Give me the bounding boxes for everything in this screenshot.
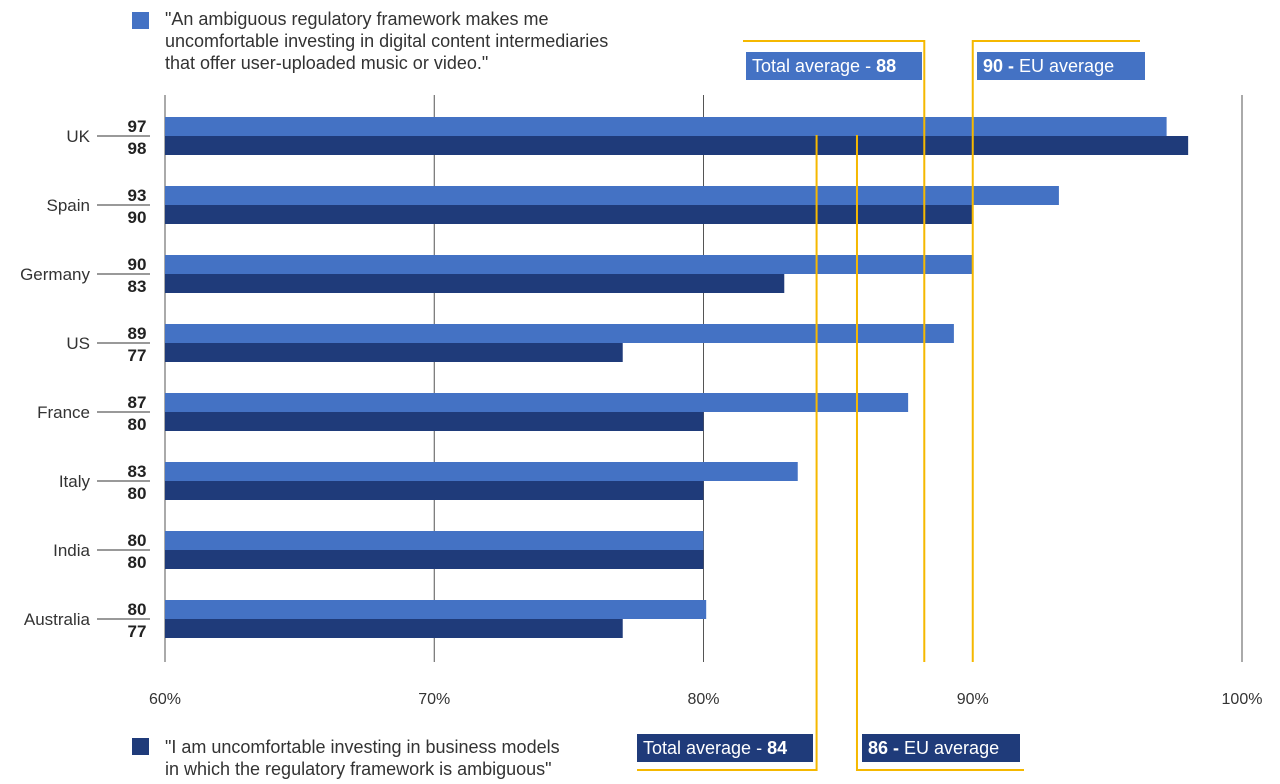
avg-line-total-bottom xyxy=(637,135,818,771)
legend-swatch-top xyxy=(132,12,149,29)
value-label: 80 xyxy=(128,484,147,503)
avg-line-total-top xyxy=(743,40,926,662)
value-label: 87 xyxy=(128,393,147,412)
bar xyxy=(165,600,707,619)
avg-box-eu-bottom: 86 - EU average xyxy=(862,734,1020,762)
bar xyxy=(165,255,973,274)
bar xyxy=(165,462,798,481)
value-label: 90 xyxy=(128,255,147,274)
x-tick-label: 90% xyxy=(957,691,989,708)
value-label: 89 xyxy=(128,324,147,343)
bar xyxy=(165,619,623,638)
bar xyxy=(165,117,1167,136)
bar xyxy=(165,481,704,500)
bar xyxy=(165,205,973,224)
avg-line-eu-bottom xyxy=(855,135,1024,771)
category-label: US xyxy=(66,334,90,353)
category-label: Spain xyxy=(47,196,90,215)
category-label: France xyxy=(37,403,90,422)
x-tick-label: 100% xyxy=(1222,691,1263,708)
bar xyxy=(165,343,623,362)
legend-label-bottom: "I am uncomfortable investing in busines… xyxy=(165,737,560,779)
value-label: 98 xyxy=(128,139,147,158)
value-label: 90 xyxy=(128,208,147,227)
bar xyxy=(165,531,704,550)
bar xyxy=(165,186,1059,205)
category-label: Italy xyxy=(59,472,91,491)
bar xyxy=(165,136,1189,155)
avg-box-total-bottom: Total average - 84 xyxy=(637,734,813,762)
x-tick-label: 80% xyxy=(687,691,719,708)
avg-box-eu-top: 90 - EU average xyxy=(977,52,1145,80)
category-label: India xyxy=(53,541,90,560)
value-label: 97 xyxy=(128,117,147,136)
value-label: 77 xyxy=(128,346,147,365)
value-label: 83 xyxy=(128,462,147,481)
value-label: 83 xyxy=(128,277,147,296)
category-label: Germany xyxy=(20,265,90,284)
x-tick-label: 60% xyxy=(149,691,181,708)
value-label: 93 xyxy=(128,186,147,205)
bar xyxy=(165,393,909,412)
value-label: 80 xyxy=(128,415,147,434)
value-label: 80 xyxy=(128,531,147,550)
legend-swatch-bottom xyxy=(132,738,149,755)
category-label: UK xyxy=(66,127,90,146)
value-label: 80 xyxy=(128,600,147,619)
avg-box-total-top: Total average - 88 xyxy=(746,52,922,80)
bar xyxy=(165,412,704,431)
bar xyxy=(165,324,954,343)
bar xyxy=(165,550,704,569)
avg-line-eu-top xyxy=(971,40,1140,662)
value-label: 80 xyxy=(128,553,147,572)
category-label: Australia xyxy=(24,610,91,629)
bar xyxy=(165,274,785,293)
legend-label-top: "An ambiguous regulatory framework makes… xyxy=(165,9,609,73)
x-tick-label: 70% xyxy=(418,691,450,708)
value-label: 77 xyxy=(128,622,147,641)
